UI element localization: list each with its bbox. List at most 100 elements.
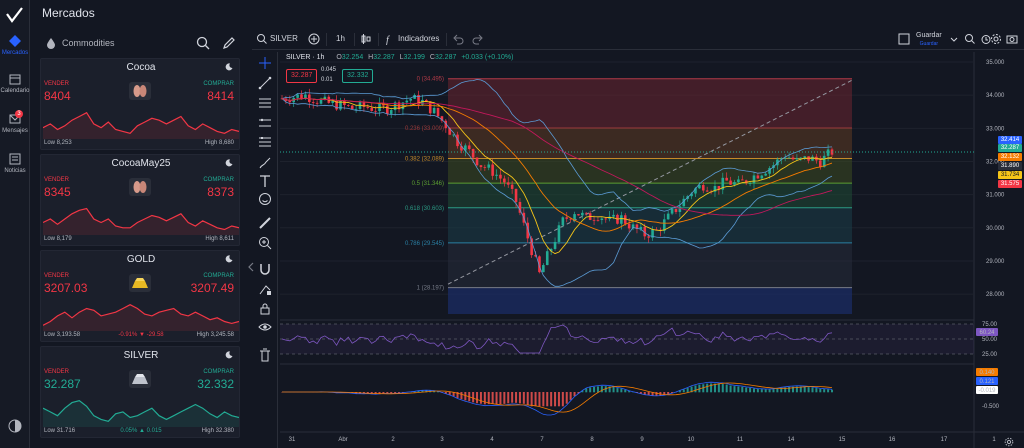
macd-histogram-bar bbox=[530, 392, 533, 407]
nav-item-markets[interactable]: Mercados bbox=[0, 34, 30, 56]
undo-icon[interactable] bbox=[452, 33, 464, 45]
candle-body bbox=[760, 175, 764, 179]
candle-body bbox=[464, 145, 467, 151]
candle-body bbox=[471, 149, 475, 158]
collapse-panel-icon[interactable] bbox=[247, 262, 255, 272]
buy-price-button[interactable]: 32.332 bbox=[197, 377, 234, 391]
candle-body bbox=[569, 218, 572, 220]
zoom-in-icon[interactable] bbox=[258, 236, 272, 250]
redo-icon[interactable] bbox=[472, 33, 484, 45]
fib-level-label: 0.5 (31.346) bbox=[412, 181, 444, 187]
nav-item-calendar[interactable]: Calendario bbox=[0, 72, 30, 94]
price-axis-label: 31.890 bbox=[998, 162, 1022, 170]
ruler-icon[interactable] bbox=[258, 216, 272, 230]
macd-histogram-bar bbox=[831, 389, 833, 393]
candle-body bbox=[300, 94, 303, 99]
theme-toggle-icon[interactable] bbox=[7, 418, 23, 434]
buy-price-button[interactable]: 3207.49 bbox=[190, 281, 234, 295]
candle-body bbox=[467, 145, 471, 150]
indicators-icon[interactable]: f bbox=[385, 33, 397, 45]
sell-price-button[interactable]: 8345 bbox=[44, 185, 71, 199]
macd-histogram-bar bbox=[647, 392, 650, 396]
buy-price-button[interactable]: 8414 bbox=[207, 89, 234, 103]
candle-body bbox=[460, 146, 463, 151]
macd-histogram-bar bbox=[464, 392, 467, 401]
buy-quote-button[interactable]: 32.332 bbox=[342, 69, 374, 83]
high-value: 32.287 bbox=[373, 54, 395, 61]
macd-histogram-bar bbox=[495, 392, 498, 405]
sell-price-button[interactable]: 32.287 bbox=[44, 377, 81, 391]
edit-icon[interactable] bbox=[222, 36, 236, 50]
nav-label: Calendario bbox=[0, 88, 30, 94]
candle-body bbox=[779, 158, 783, 160]
candle-body bbox=[573, 214, 576, 220]
cocoa-bean-icon bbox=[129, 82, 151, 100]
time-tick: 9 bbox=[640, 437, 644, 443]
macd-value: -0.019 bbox=[978, 388, 996, 394]
price-chart[interactable]: 35.000 34.000 33.000 32.000 31.000 30.000 29.0… bbox=[280, 52, 1024, 448]
candle-body bbox=[311, 102, 315, 103]
search-symbol-icon[interactable] bbox=[256, 33, 268, 45]
crosshair-icon[interactable] bbox=[258, 56, 272, 70]
trend-line-icon[interactable] bbox=[258, 76, 272, 90]
symbol-button[interactable]: SILVER bbox=[270, 34, 298, 43]
sell-quote-button[interactable]: 32.287 bbox=[286, 69, 318, 83]
compare-add-icon[interactable] bbox=[308, 33, 320, 45]
candle-body bbox=[651, 229, 654, 238]
sell-price-button[interactable]: 8404 bbox=[44, 89, 71, 103]
macd-histogram-bar bbox=[639, 392, 642, 394]
layout-icon[interactable] bbox=[898, 33, 910, 45]
macd-histogram-bar bbox=[382, 392, 385, 394]
text-tool-icon[interactable] bbox=[258, 174, 272, 188]
settings-gear-icon[interactable] bbox=[990, 33, 1002, 45]
category-label[interactable]: Commodities bbox=[62, 38, 115, 48]
channel-icon[interactable] bbox=[258, 116, 272, 130]
alert-search-icon[interactable] bbox=[964, 33, 976, 45]
price-tick: 29.000 bbox=[986, 259, 1005, 265]
macd-histogram-bar bbox=[764, 389, 767, 393]
low-value: 32.199 bbox=[403, 54, 425, 61]
nav-item-messages[interactable]: 3 Mensajes bbox=[0, 110, 30, 134]
macd-histogram-bar bbox=[686, 388, 689, 393]
price-tick: 30.000 bbox=[986, 226, 1005, 232]
indicators-button[interactable]: Indicadores bbox=[398, 34, 440, 43]
buy-label: COMPRAR bbox=[203, 81, 234, 87]
instrument-card[interactable]: CocoaMay25 VENDER COMPRAR 8345 8373 Low 8,179… bbox=[40, 154, 240, 246]
fib-tool-icon[interactable] bbox=[258, 136, 272, 150]
sparkline-area bbox=[43, 208, 239, 235]
chart-settings-icon[interactable] bbox=[1004, 437, 1014, 447]
macd-histogram-bar bbox=[616, 388, 619, 393]
lock-drawing-icon[interactable] bbox=[258, 282, 272, 296]
macd-histogram-bar bbox=[569, 392, 572, 400]
macd-histogram-bar bbox=[538, 392, 541, 407]
candle-body bbox=[499, 174, 502, 179]
nav-item-news[interactable]: Noticias bbox=[0, 152, 30, 174]
instrument-card[interactable]: SILVER VENDER COMPRAR 32.287 32.332 Low 31.71… bbox=[40, 346, 240, 438]
save-button[interactable]: Guardar Guardar bbox=[916, 32, 942, 48]
camera-icon[interactable] bbox=[1006, 33, 1018, 45]
emoji-icon[interactable] bbox=[258, 192, 272, 206]
chevron-down-icon[interactable] bbox=[948, 33, 960, 45]
chart-canvas[interactable]: 35.000 34.000 33.000 32.000 31.000 30.000 29.0… bbox=[280, 52, 1024, 448]
macd-histogram-bar bbox=[690, 386, 693, 393]
magnet-icon[interactable] bbox=[258, 262, 272, 276]
eye-icon[interactable] bbox=[258, 320, 272, 334]
macd-histogram-bar bbox=[491, 392, 494, 404]
candle-body bbox=[534, 255, 537, 257]
candle-body bbox=[374, 110, 377, 112]
search-icon[interactable] bbox=[196, 36, 210, 50]
candle-body bbox=[596, 219, 600, 221]
alarm-clock-icon[interactable] bbox=[980, 33, 992, 45]
buy-price-button[interactable]: 8373 bbox=[207, 185, 234, 199]
horizontal-lines-icon[interactable] bbox=[258, 96, 272, 110]
candle-body bbox=[288, 100, 292, 103]
instrument-card[interactable]: GOLD VENDER COMPRAR 3207.03 3207.49 Low 3,193… bbox=[40, 250, 240, 342]
lock-icon[interactable] bbox=[258, 302, 272, 316]
candle-type-icon[interactable] bbox=[360, 33, 372, 45]
trash-icon[interactable] bbox=[258, 348, 272, 362]
sparkline bbox=[43, 400, 239, 427]
brush-icon[interactable] bbox=[258, 156, 272, 170]
interval-button[interactable]: 1h bbox=[336, 34, 345, 43]
instrument-card[interactable]: Cocoa VENDER COMPRAR 8404 8414 Low 8,253 High … bbox=[40, 58, 240, 150]
sell-price-button[interactable]: 3207.03 bbox=[44, 281, 88, 295]
